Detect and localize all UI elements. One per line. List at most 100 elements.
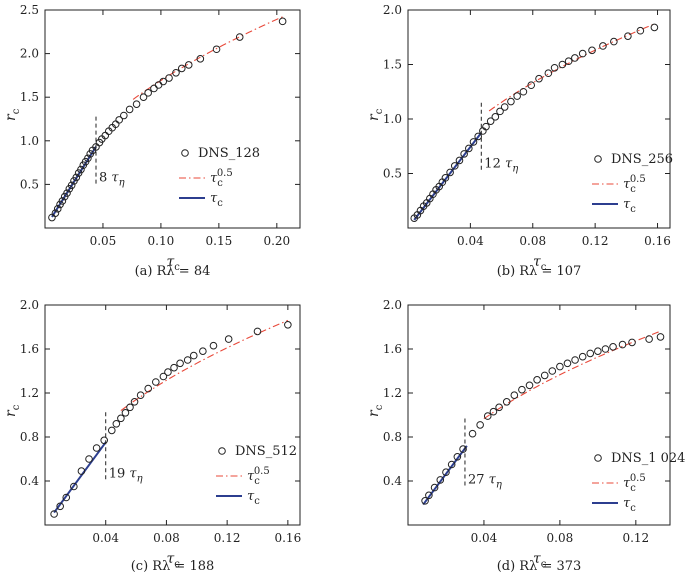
data-point: [115, 116, 123, 124]
data-point: [125, 105, 134, 114]
panel-b: 0.04 0.08 0.12 0.16 0.5 1.0 1.5 2.0 τc rc (b) Rλ =…: [366, 3, 673, 279]
linear-fit-line: [51, 146, 97, 218]
panel-caption: (b) Rλ = 107: [497, 264, 582, 279]
panel-caption: (a) Rλ = 84: [135, 264, 211, 279]
data-point: [159, 77, 168, 86]
data-point: [77, 467, 86, 475]
data-point: [51, 209, 60, 217]
legend-marker-dns: [594, 454, 602, 462]
x-tick-label: 0.16: [644, 234, 671, 248]
data-point: [571, 54, 579, 62]
data-point: [278, 17, 287, 26]
y-tick-label: 2.5: [20, 3, 39, 17]
legend: DNS_128 τc0.5 τc: [179, 146, 260, 209]
data-point: [571, 356, 579, 364]
data-point: [495, 403, 503, 412]
data-point: [152, 378, 160, 386]
data-point: [459, 445, 467, 453]
data-point: [500, 103, 509, 111]
data-point: [474, 132, 482, 141]
data-point: [58, 197, 67, 205]
data-point: [586, 349, 595, 358]
legend-label-dns: DNS_1 024: [611, 451, 685, 466]
plot-frame: [44, 304, 301, 526]
data-point: [425, 491, 433, 500]
data-point: [67, 181, 76, 190]
data-point: [154, 81, 163, 89]
y-tick-label: 1.5: [20, 90, 39, 104]
y-tick-label: 0.5: [20, 177, 39, 191]
data-point: [550, 63, 559, 72]
data-point: [50, 510, 58, 518]
data-point: [112, 420, 121, 428]
panel-c: 0.04 0.08 0.12 0.16 0.4 0.8 1.2 1.6 2.0 τc rc (c) R…: [3, 298, 301, 574]
legend-marker-dns: [181, 149, 189, 157]
data-point: [53, 205, 62, 213]
y-tick-label: 1.2: [20, 386, 39, 400]
data-point: [601, 345, 610, 353]
data-point: [453, 453, 462, 461]
x-tick-label: 0.16: [274, 531, 301, 545]
x-tick-label: 0.04: [471, 531, 498, 545]
annotation-label: 8 τη: [99, 171, 125, 189]
data-point: [645, 335, 653, 343]
data-point: [610, 37, 618, 46]
data-point: [483, 412, 492, 420]
data-point: [533, 376, 541, 384]
legend-label-sqrt: τc0.5: [623, 174, 646, 195]
y-tick-label: 1.0: [383, 112, 402, 126]
sqrt-fit-line: [483, 330, 661, 420]
linear-fit-line: [413, 132, 483, 221]
data-point: [563, 359, 572, 368]
y-tick-label: 2.0: [20, 47, 39, 61]
legend-marker-dns: [218, 447, 226, 455]
data-point: [120, 111, 128, 120]
x-tick-label: 0.04: [92, 531, 119, 545]
data-point: [136, 391, 145, 400]
data-point: [556, 362, 564, 371]
data-point: [235, 33, 244, 41]
y-axis-label: rc: [366, 108, 385, 121]
x-tick-label: 0.08: [547, 531, 574, 545]
data-point: [170, 363, 178, 372]
data-point: [460, 150, 468, 158]
legend-label-dns: DNS_512: [235, 444, 297, 459]
x-tick-label: 0.04: [457, 234, 484, 248]
data-point: [558, 60, 567, 69]
y-tick-label: 0.4: [383, 474, 402, 488]
y-axis-label: rc: [3, 404, 22, 417]
data-point: [588, 46, 596, 55]
y-tick-label: 0.5: [383, 167, 402, 181]
data-point: [224, 335, 233, 343]
data-point: [519, 87, 528, 96]
panel-caption: (c) Rλ = 188: [131, 559, 215, 574]
data-point: [100, 436, 108, 445]
data-point: [62, 493, 71, 502]
data-point: [209, 341, 218, 350]
data-point: [578, 49, 587, 58]
data-point: [507, 97, 515, 106]
data-point: [535, 74, 543, 83]
data-point: [656, 333, 665, 341]
data-point: [548, 367, 557, 375]
data-point: [130, 398, 139, 406]
data-point: [468, 429, 477, 438]
data-point: [430, 483, 439, 492]
data-point: [165, 74, 173, 82]
legend-label-linear: τc: [247, 489, 260, 507]
data-point: [447, 460, 456, 469]
x-tick-label: 0.15: [206, 234, 233, 248]
data-point: [144, 89, 152, 97]
data-point: [150, 84, 158, 93]
x-tick-label: 0.08: [153, 531, 180, 545]
plot-frame: [407, 9, 671, 229]
annotation-label: 19 τη: [109, 466, 143, 484]
legend: DNS_256 τc0.5 τc: [592, 152, 673, 215]
data-point: [496, 107, 504, 116]
legend-label-sqrt: τc0.5: [210, 168, 233, 189]
x-axis-label: τc: [167, 551, 181, 570]
data-point: [455, 156, 464, 165]
x-tick-label: 0.08: [519, 234, 546, 248]
data-point: [446, 168, 454, 177]
